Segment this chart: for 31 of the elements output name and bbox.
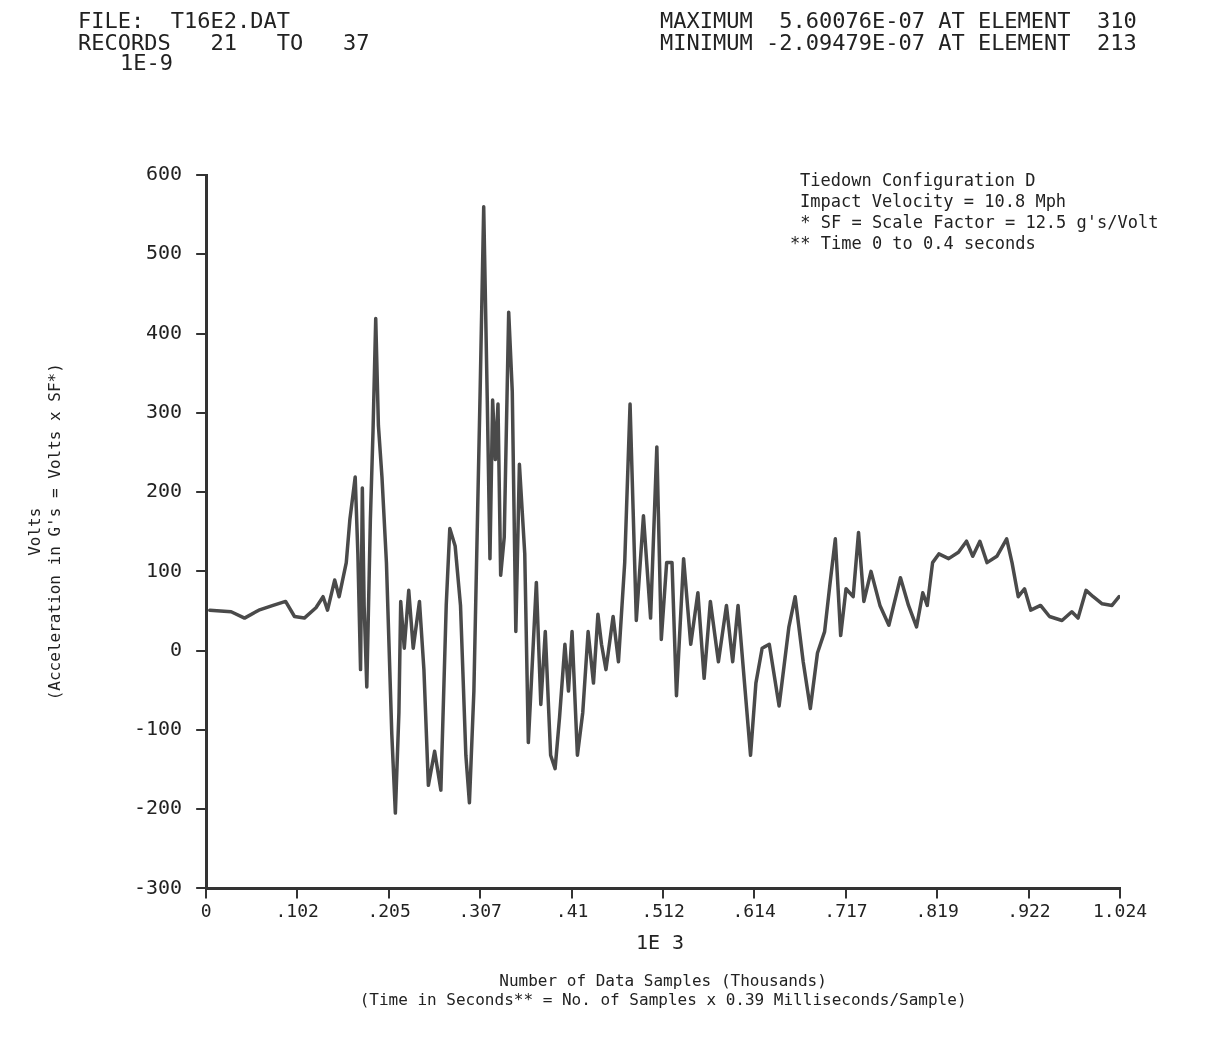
y-tick-label: -100 [133, 716, 183, 741]
annotation: ** Time 0 to 0.4 seconds [790, 233, 1036, 253]
text: MINIMUM -2.09479E-07 AT ELEMENT 213 [660, 30, 1137, 55]
y-tick-label: 600 [146, 161, 183, 186]
x-tick-label: .614 [732, 899, 776, 921]
x-axis-title: Number of Data Samples (Thousands) (Time in Seconds** = No. of Samples x 0.39 Milliseconds/Sample) [359, 971, 967, 1010]
y-tick-label: -300 [133, 874, 183, 899]
x-tick-label: .922 [1007, 899, 1051, 921]
y-tick-label: 0 [170, 636, 183, 661]
y-tick-label: -200 [133, 795, 183, 820]
x-tick-label: 1.024 [1092, 899, 1148, 921]
x-tick-label: .205 [367, 899, 411, 921]
text: FILE: T16E2.DAT [78, 8, 290, 33]
x-tick-label: .512 [641, 899, 685, 921]
text: MAXIMUM 5.60076E-07 AT ELEMENT 310 [660, 8, 1137, 33]
text: 1E 3 [636, 930, 685, 954]
annotation: Impact Velocity = 10.8 Mph [800, 191, 1067, 211]
y-tick-label: 200 [146, 478, 183, 503]
y-axis-title: Volts (Acceleration in G's = Volts x SF*) [25, 363, 64, 701]
annotation: * SF = Scale Factor = 12.5 g's/Volt [799, 212, 1159, 232]
x-tick-label: .307 [458, 899, 502, 921]
y-tick-label: 100 [146, 557, 183, 582]
x-tick-label: .717 [824, 899, 868, 921]
y-tick-label: 400 [146, 319, 183, 344]
x-tick-label: .41 [555, 899, 589, 921]
x-tick-label: .102 [275, 899, 319, 921]
annotation: Tiedown Configuration D [800, 170, 1036, 190]
y-tick-label: 300 [146, 399, 183, 423]
x-tick-label: 0 [200, 899, 212, 921]
y-tick-label: 500 [146, 240, 183, 265]
x-tick-label: .819 [915, 899, 959, 921]
